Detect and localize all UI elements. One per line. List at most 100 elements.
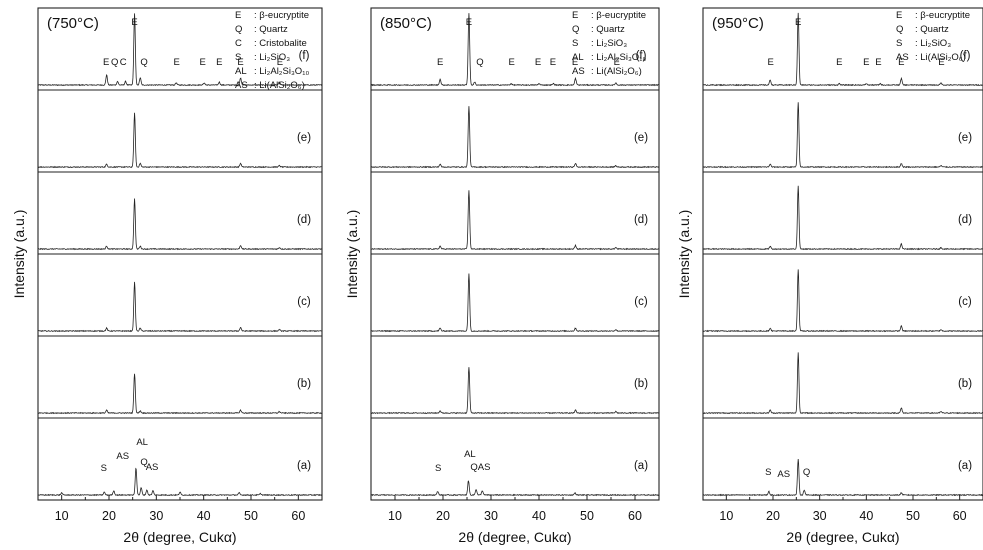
x-tick-label: 40: [197, 509, 211, 523]
legend-symbol: AS: [572, 66, 585, 77]
x-tick-label: 60: [628, 509, 642, 523]
series-label: (a): [958, 460, 972, 472]
y-axis-label: Intensity (a.u.): [11, 210, 27, 299]
legend-label: : β-eucryptite: [254, 10, 309, 21]
x-axis-label: 2θ (degree, Cukα): [458, 529, 571, 545]
legend-symbol: Q: [572, 24, 579, 35]
series-label: (f): [960, 50, 971, 62]
y-axis-label: Intensity (a.u.): [344, 210, 360, 299]
x-tick-label: 30: [484, 509, 498, 523]
series-label: (d): [634, 214, 648, 226]
peak-marker: E: [863, 57, 869, 68]
panel-title: (750°C): [47, 15, 99, 32]
peak-marker: E: [836, 57, 842, 68]
x-tick-label: 20: [436, 509, 450, 523]
x-tick-label: 40: [532, 509, 546, 523]
peak-marker: E: [131, 17, 137, 28]
xrd-trace-b: [702, 352, 983, 415]
xrd-panel-2: 10 20 30 40 50 60 2θ (degree, Cukα) Intensity (…: [344, 7, 660, 545]
legend-label: : β-eucryptite: [915, 10, 970, 21]
legend-symbol: AL: [235, 66, 247, 77]
x-tick-label: 30: [813, 509, 827, 523]
series-label: (b): [297, 378, 311, 390]
peak-marker: C: [120, 57, 127, 68]
xrd-trace-f: [370, 13, 660, 87]
series-label: (c): [634, 296, 648, 308]
series-label: (f): [299, 50, 310, 62]
legend-label: : Li₂SiO₃: [254, 52, 290, 63]
x-tick-label: 10: [388, 509, 402, 523]
peak-marker: E: [795, 17, 801, 28]
peak-marker: E: [875, 57, 881, 68]
peak-marker: AL: [464, 449, 476, 460]
legend-label: : Li₂SiO₃: [915, 38, 951, 49]
peak-marker: AL: [136, 437, 148, 448]
legend-symbol: E: [572, 10, 578, 21]
x-axis-label: 2θ (degree, Cukα): [123, 529, 236, 545]
series-label: (c): [297, 296, 311, 308]
peak-marker: AS: [777, 469, 790, 480]
peak-marker: S: [765, 467, 771, 478]
series-label: (c): [958, 296, 972, 308]
xrd-panel-3: 10 20 30 40 50 60 2θ (degree, Cukα) Intensity (…: [676, 7, 983, 545]
xrd-trace-f: [702, 12, 983, 87]
legend-label: : Li(AlSi₂O₆): [254, 80, 305, 91]
xrd-panel-1: 10 20 30 40 50 60 2θ (degree, Cukα) Intensity (…: [11, 7, 323, 545]
xrd-trace-c: [370, 273, 660, 333]
peak-marker: E: [237, 57, 243, 68]
x-tick-label: 60: [291, 509, 305, 523]
xrd-trace-c: [37, 281, 323, 333]
legend-symbol: S: [896, 38, 902, 49]
peak-marker: E: [898, 57, 904, 68]
xrd-trace-d: [370, 190, 660, 251]
xrd-trace-c: [703, 269, 983, 333]
legend-label: : Quartz: [915, 24, 949, 35]
series-label: (b): [958, 378, 972, 390]
xrd-trace-f: [37, 13, 323, 87]
x-tick-label: 50: [580, 509, 594, 523]
series-label: (e): [634, 132, 648, 144]
peak-marker: Q: [140, 457, 147, 468]
peak-marker: E: [508, 57, 514, 68]
peak-marker: Q: [476, 57, 483, 68]
series-label: (b): [634, 378, 648, 390]
x-tick-label: 60: [953, 509, 967, 523]
xrd-trace-a: [37, 467, 323, 497]
xrd-trace-b: [37, 373, 323, 415]
legend-symbol: E: [235, 10, 241, 21]
peak-marker: E: [174, 57, 180, 68]
xrd-trace-a: [702, 458, 983, 497]
xrd-trace-a: [370, 480, 660, 497]
x-tick-label: 50: [244, 509, 258, 523]
legend-symbol: AL: [572, 52, 584, 63]
series-label: (f): [636, 50, 647, 62]
panel-title: (850°C): [380, 15, 432, 32]
legend-label: : Li(AlSi₂O₆): [915, 52, 966, 63]
peak-marker: Q: [803, 467, 810, 478]
legend-symbol: E: [896, 10, 902, 21]
xrd-trace-b: [370, 367, 660, 415]
panel-title: (950°C): [712, 15, 764, 32]
peak-marker: AS: [116, 451, 129, 462]
legend-label: : Li₂SiO₃: [591, 38, 627, 49]
peak-marker: E: [550, 57, 556, 68]
peak-marker: S: [435, 463, 441, 474]
peak-marker: Q: [111, 57, 118, 68]
xrd-trace-d: [37, 198, 323, 251]
series-label: (e): [958, 132, 972, 144]
legend-label: : Li(AlSi₂O₆): [591, 66, 642, 77]
xrd-trace-d: [702, 185, 983, 251]
legend-symbol: S: [235, 52, 241, 63]
x-tick-label: 40: [859, 509, 873, 523]
legend-symbol: C: [235, 38, 242, 49]
series-label: (e): [297, 132, 311, 144]
peak-marker: E: [277, 57, 283, 68]
peak-marker: E: [572, 57, 578, 68]
legend-symbol: Q: [235, 24, 242, 35]
y-axis-label: Intensity (a.u.): [676, 210, 692, 299]
series-label: (d): [297, 214, 311, 226]
series-label: (a): [634, 460, 648, 472]
x-tick-label: 10: [55, 509, 69, 523]
xrd-trace-e: [37, 112, 323, 169]
